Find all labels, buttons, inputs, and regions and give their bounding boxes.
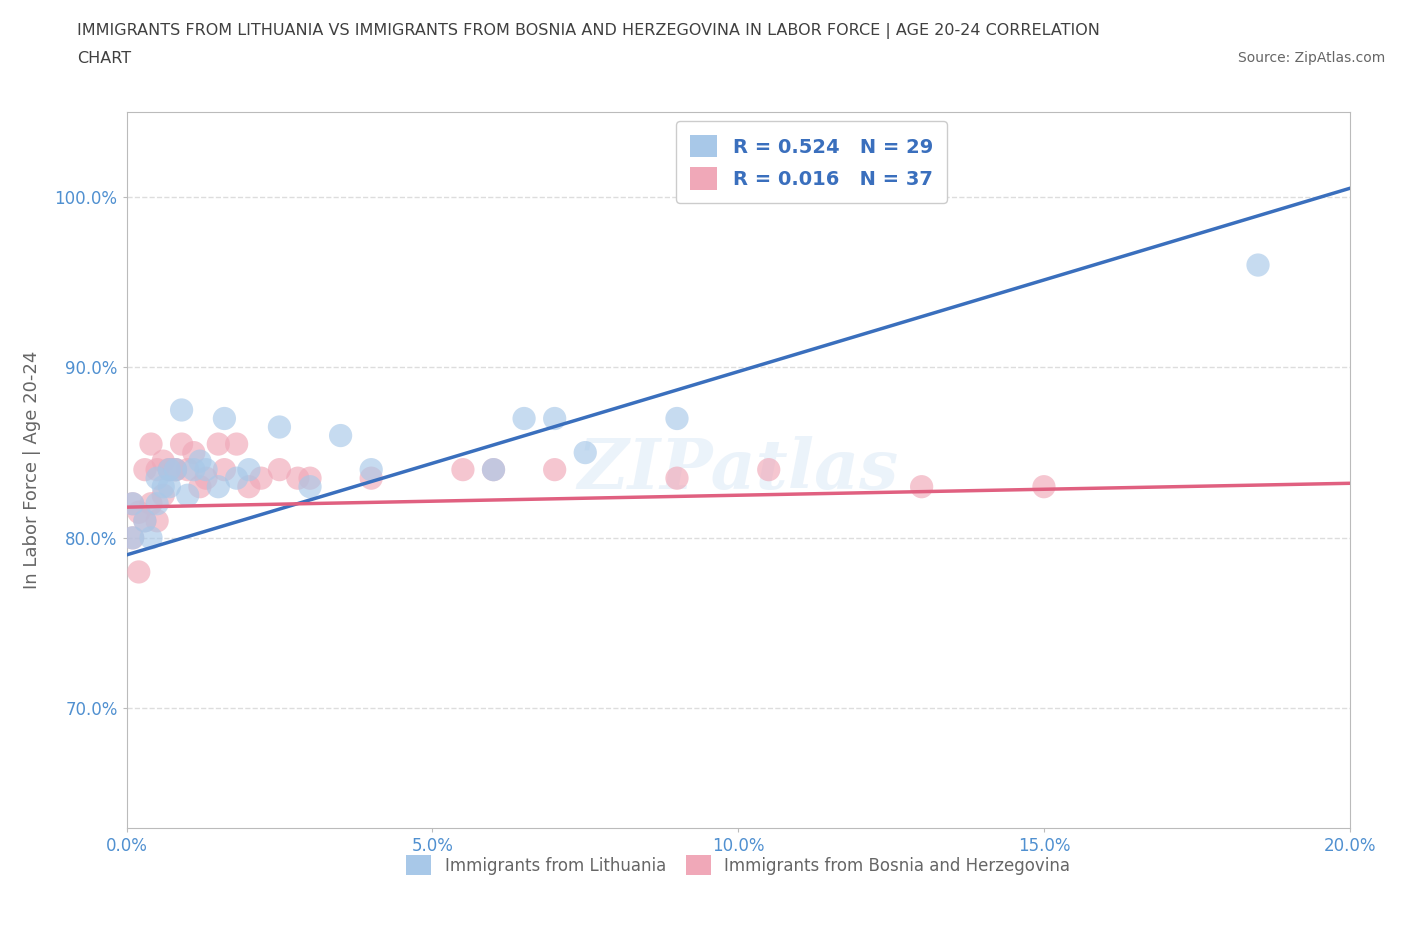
Point — [269, 462, 291, 477]
Text: IMMIGRANTS FROM LITHUANIA VS IMMIGRANTS FROM BOSNIA AND HERZEGOVINA IN LABOR FOR: IMMIGRANTS FROM LITHUANIA VS IMMIGRANTS … — [77, 23, 1101, 39]
Point — [214, 411, 236, 426]
Text: Source: ZipAtlas.com: Source: ZipAtlas.com — [1237, 51, 1385, 65]
Point — [225, 437, 247, 452]
Point — [128, 505, 150, 520]
Point — [139, 437, 162, 452]
Point — [146, 471, 169, 485]
Point — [152, 454, 174, 469]
Point — [139, 497, 162, 512]
Point — [574, 445, 596, 460]
Point — [134, 513, 156, 528]
Y-axis label: In Labor Force | Age 20-24: In Labor Force | Age 20-24 — [22, 351, 41, 589]
Point — [165, 462, 187, 477]
Point — [666, 411, 689, 426]
Point — [152, 479, 174, 494]
Point — [238, 479, 260, 494]
Point — [207, 437, 229, 452]
Point — [183, 462, 205, 477]
Point — [128, 565, 150, 579]
Point — [121, 497, 143, 512]
Point — [482, 462, 505, 477]
Point — [134, 513, 156, 528]
Point — [360, 471, 382, 485]
Point — [195, 462, 218, 477]
Point — [170, 403, 193, 418]
Point — [195, 471, 218, 485]
Point — [165, 462, 187, 477]
Point — [157, 462, 180, 477]
Point — [139, 530, 162, 545]
Point — [238, 462, 260, 477]
Point — [299, 471, 322, 485]
Point — [513, 411, 536, 426]
Point — [543, 411, 565, 426]
Point — [543, 462, 565, 477]
Point — [121, 530, 143, 545]
Point — [1033, 479, 1056, 494]
Point — [121, 530, 143, 545]
Point — [360, 462, 382, 477]
Point — [287, 471, 309, 485]
Point — [225, 471, 247, 485]
Point — [170, 437, 193, 452]
Point — [666, 471, 689, 485]
Point — [482, 462, 505, 477]
Legend: Immigrants from Lithuania, Immigrants from Bosnia and Herzegovina: Immigrants from Lithuania, Immigrants fr… — [398, 847, 1078, 884]
Point — [157, 462, 180, 477]
Point — [183, 445, 205, 460]
Point — [1247, 258, 1270, 272]
Point — [329, 428, 352, 443]
Point — [911, 479, 934, 494]
Point — [207, 479, 229, 494]
Point — [758, 462, 780, 477]
Point — [269, 419, 291, 434]
Point — [177, 462, 200, 477]
Point — [146, 513, 169, 528]
Point — [157, 479, 180, 494]
Point — [134, 462, 156, 477]
Point — [214, 462, 236, 477]
Point — [157, 462, 180, 477]
Point — [152, 488, 174, 503]
Point — [299, 479, 322, 494]
Point — [177, 488, 200, 503]
Point — [121, 497, 143, 512]
Point — [146, 462, 169, 477]
Point — [146, 497, 169, 512]
Point — [165, 462, 187, 477]
Point — [188, 454, 211, 469]
Point — [188, 479, 211, 494]
Point — [250, 471, 273, 485]
Text: ZIPatlas: ZIPatlas — [578, 436, 898, 503]
Text: CHART: CHART — [77, 51, 131, 66]
Point — [451, 462, 474, 477]
